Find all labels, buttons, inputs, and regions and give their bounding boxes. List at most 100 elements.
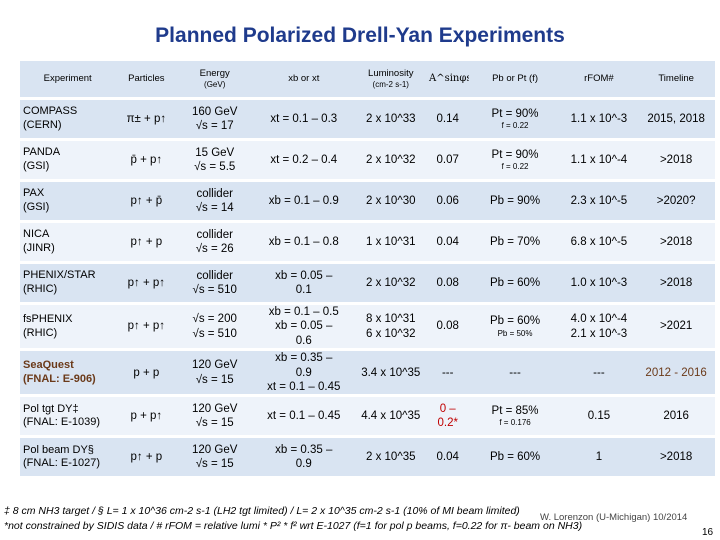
header-polarization: Pb or Pt (f) bbox=[469, 61, 561, 97]
x-range-cell: xb = 0.05 –0.1 bbox=[251, 264, 356, 302]
exp-cell: COMPASS (CERN) bbox=[20, 100, 116, 138]
exp-cell: PAX (GSI) bbox=[20, 182, 116, 220]
asymmetry-cell: 0.07 bbox=[425, 141, 470, 179]
luminosity-cell: 3.4 x 10^35 bbox=[355, 351, 426, 395]
asymmetry-cell: 0.04 bbox=[425, 223, 470, 261]
table-row: fsPHENIX (RHIC) p↑ + p↑ √s = 200 √s = 510 xb … bbox=[20, 305, 715, 349]
asymmetry-cell: --- bbox=[425, 351, 470, 395]
timeline-cell: 2012 - 2016 bbox=[637, 351, 715, 395]
energy-cell: collider √s = 26 bbox=[177, 223, 252, 261]
asymmetry-cell: 0.06 bbox=[425, 182, 470, 220]
header-timeline: Timeline bbox=[637, 61, 715, 97]
energy-cell: 120 GeV √s = 15 bbox=[177, 438, 252, 477]
footnote-targets: ‡ 8 cm NH3 target / § L= 1 x 10^36 cm-2 … bbox=[4, 505, 520, 517]
header-asymmetry: A^sinφs bbox=[425, 61, 470, 97]
slide-title: Planned Polarized Drell-Yan Experiments bbox=[155, 24, 565, 47]
header-luminosity: Luminosity (cm-2 s-1) bbox=[355, 61, 426, 97]
x-range-cell: xb = 0.1 – 0.9 bbox=[251, 182, 356, 220]
header-rfom: rFOM# bbox=[560, 61, 638, 97]
luminosity-cell: 2 x 10^30 bbox=[355, 182, 426, 220]
timeline-cell: >2018 bbox=[637, 438, 715, 477]
table-row: SeaQuest (FNAL: E-906) p + p 120 GeV √s = 15… bbox=[20, 351, 715, 395]
particles-cell: p↑ + p↑ bbox=[115, 264, 178, 302]
timeline-cell: 2015, 2018 bbox=[637, 100, 715, 138]
asymmetry-cell: 0.04 bbox=[425, 438, 470, 477]
energy-cell: 160 GeV √s = 17 bbox=[177, 100, 252, 138]
particles-cell: p↑ + p bbox=[115, 438, 178, 477]
exp-cell: Pol beam DY§ (FNAL: E-1027) bbox=[20, 438, 116, 477]
exp-cell: fsPHENIX (RHIC) bbox=[20, 305, 116, 349]
luminosity-cell: 2 x 10^35 bbox=[355, 438, 426, 477]
timeline-cell: 2016 bbox=[637, 397, 715, 436]
particles-cell: p + p↑ bbox=[115, 397, 178, 436]
exp-cell: Pol tgt DY‡ (FNAL: E-1039) bbox=[20, 397, 116, 436]
footnote-rfom: *not constrained by SIDIS data / # rFOM … bbox=[4, 520, 583, 532]
particles-cell: p↑ + p↑ bbox=[115, 305, 178, 349]
polarization-cell: Pt = 90% f = 0.22 bbox=[469, 100, 561, 138]
x-range-cell: xt = 0.1 – 0.3 bbox=[251, 100, 356, 138]
timeline-cell: >2018 bbox=[637, 223, 715, 261]
table-row: Pol beam DY§ (FNAL: E-1027) p↑ + p 120 GeV √… bbox=[20, 438, 715, 477]
rfom-cell: 1.1 x 10^-3 bbox=[560, 100, 638, 138]
energy-cell: 120 GeV √s = 15 bbox=[177, 351, 252, 395]
table-row: PANDA (GSI) p̄ + p↑ 15 GeV √s = 5.5 xt = 0.2 … bbox=[20, 141, 715, 179]
timeline-cell: >2020? bbox=[637, 182, 715, 220]
table-row: COMPASS (CERN) π± + p↑ 160 GeV √s = 17 xt = 0… bbox=[20, 100, 715, 138]
polarization-cell: Pb = 60% bbox=[469, 438, 561, 477]
particles-cell: p↑ + p̄ bbox=[115, 182, 178, 220]
energy-cell: √s = 200 √s = 510 bbox=[177, 305, 252, 349]
table-row: NICA (JINR) p↑ + p collider √s = 26 xb = 0.1 … bbox=[20, 223, 715, 261]
polarization-cell: Pb = 60% Pb = 50% bbox=[469, 305, 561, 349]
x-range-cell: xt = 0.2 – 0.4 bbox=[251, 141, 356, 179]
timeline-cell: >2018 bbox=[637, 141, 715, 179]
asymmetry-cell: 0 –0.2* bbox=[425, 397, 470, 436]
asymmetry-cell: 0.08 bbox=[425, 305, 470, 349]
timeline-cell: >2018 bbox=[637, 264, 715, 302]
rfom-cell: 6.8 x 10^-5 bbox=[560, 223, 638, 261]
polarization-cell: Pb = 70% bbox=[469, 223, 561, 261]
energy-cell: 120 GeV √s = 15 bbox=[177, 397, 252, 436]
luminosity-cell: 2 x 10^33 bbox=[355, 100, 426, 138]
polarization-cell: Pt = 85% f = 0.176 bbox=[469, 397, 561, 436]
rfom-cell: 1.1 x 10^-4 bbox=[560, 141, 638, 179]
x-range-cell: xt = 0.1 – 0.45 bbox=[251, 397, 356, 436]
rfom-cell: 0.15 bbox=[560, 397, 638, 436]
rfom-cell: 1.0 x 10^-3 bbox=[560, 264, 638, 302]
polarization-cell: --- bbox=[469, 351, 561, 395]
header-experiment: Experiment bbox=[20, 61, 116, 97]
table-row: PAX (GSI) p↑ + p̄ collider √s = 14 xb = 0.1 –… bbox=[20, 182, 715, 220]
page-number: 16 bbox=[702, 527, 714, 538]
polarization-cell: Pb = 60% bbox=[469, 264, 561, 302]
energy-cell: collider √s = 510 bbox=[177, 264, 252, 302]
luminosity-cell: 4.4 x 10^35 bbox=[355, 397, 426, 436]
exp-cell: PHENIX/STAR (RHIC) bbox=[20, 264, 116, 302]
energy-cell: collider √s = 14 bbox=[177, 182, 252, 220]
header-energy: Energy (GeV) bbox=[177, 61, 252, 97]
table-row: Pol tgt DY‡ (FNAL: E-1039) p + p↑ 120 GeV √s… bbox=[20, 397, 715, 436]
luminosity-cell: 8 x 10^31 6 x 10^32 bbox=[355, 305, 426, 349]
particles-cell: p↑ + p bbox=[115, 223, 178, 261]
table-row: PHENIX/STAR (RHIC) p↑ + p↑ collider √s = 510… bbox=[20, 264, 715, 302]
luminosity-cell: 2 x 10^32 bbox=[355, 141, 426, 179]
exp-cell: SeaQuest (FNAL: E-906) bbox=[20, 351, 116, 395]
luminosity-cell: 1 x 10^31 bbox=[355, 223, 426, 261]
energy-cell: 15 GeV √s = 5.5 bbox=[177, 141, 252, 179]
rfom-cell: 4.0 x 10^-4 2.1 x 10^-3 bbox=[560, 305, 638, 349]
particles-cell: π± + p↑ bbox=[115, 100, 178, 138]
header-particles: Particles bbox=[115, 61, 178, 97]
polarization-cell: Pt = 90% f = 0.22 bbox=[469, 141, 561, 179]
asymmetry-cell: 0.08 bbox=[425, 264, 470, 302]
polarization-cell: Pb = 90% bbox=[469, 182, 561, 220]
x-range-cell: xb = 0.1 – 0.8 bbox=[251, 223, 356, 261]
timeline-cell: >2021 bbox=[637, 305, 715, 349]
asymmetry-cell: 0.14 bbox=[425, 100, 470, 138]
x-range-cell: xb = 0.35 –0.9 bbox=[251, 438, 356, 477]
rfom-cell: --- bbox=[560, 351, 638, 395]
exp-cell: NICA (JINR) bbox=[20, 223, 116, 261]
rfom-cell: 2.3 x 10^-5 bbox=[560, 182, 638, 220]
exp-cell: PANDA (GSI) bbox=[20, 141, 116, 179]
rfom-cell: 1 bbox=[560, 438, 638, 477]
luminosity-cell: 2 x 10^32 bbox=[355, 264, 426, 302]
particles-cell: p̄ + p↑ bbox=[115, 141, 178, 179]
particles-cell: p + p bbox=[115, 351, 178, 395]
